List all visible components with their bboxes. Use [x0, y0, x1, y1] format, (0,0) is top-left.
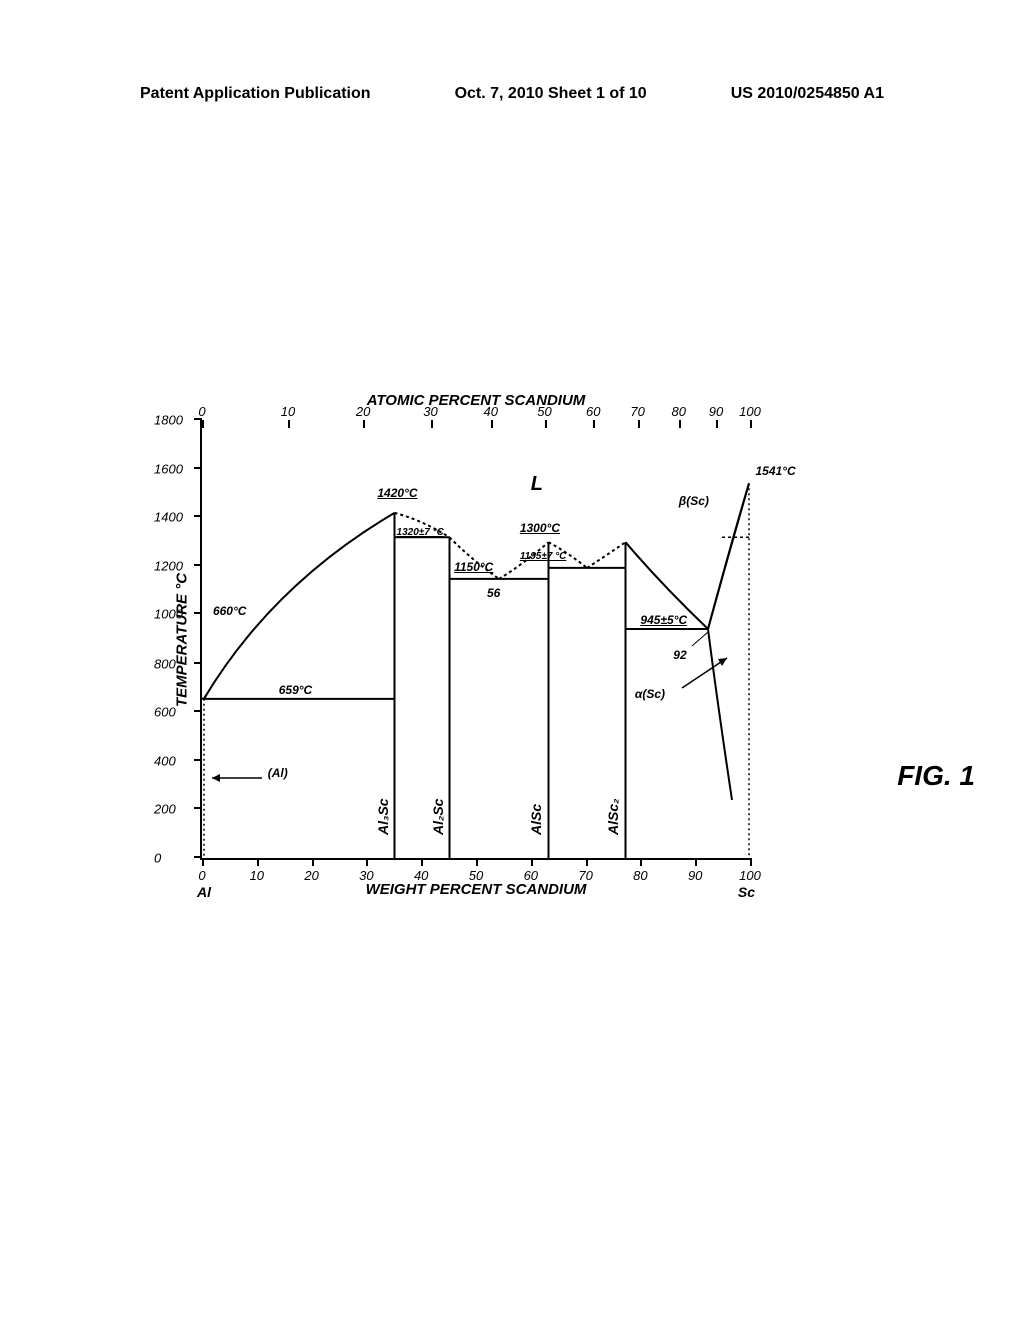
temp-1300: 1300°C [520, 521, 560, 535]
y-tick-label: 400 [154, 753, 176, 768]
compound-al3sc: Al₃Sc [375, 799, 391, 836]
y-axis-label: TEMPERATURE °C [174, 573, 191, 707]
x-tick-label: 10 [250, 868, 264, 883]
al-phase: (Al) [268, 766, 288, 780]
sc-end: Sc [738, 884, 755, 900]
y-tick-label: 1000 [154, 607, 183, 622]
y-tick [194, 515, 202, 517]
x-tick-top-label: 80 [672, 404, 686, 419]
x-tick-top-label: 100 [739, 404, 761, 419]
y-tick-label: 800 [154, 656, 176, 671]
temp-1195: 1195±7 °C [520, 551, 567, 562]
y-tick-label: 1200 [154, 558, 183, 573]
header-center: Oct. 7, 2010 Sheet 1 of 10 [455, 85, 647, 103]
al-end: Al [197, 884, 211, 900]
temp-1541: 1541°C [755, 464, 795, 478]
phase-diagram-chart: TEMPERATURE °C ATOMIC PERCENT SCANDIUM W… [130, 380, 890, 900]
y-tick-label: 0 [154, 851, 161, 866]
compound-alsc: AlSc [528, 804, 544, 835]
patent-header: Patent Application Publication Oct. 7, 2… [0, 85, 1024, 103]
x-tick-label: 60 [524, 868, 538, 883]
compound-al2sc: Al₂Sc [430, 799, 446, 835]
x-tick-label: 0 [198, 868, 205, 883]
y-tick-label: 1400 [154, 510, 183, 525]
y-tick [194, 710, 202, 712]
x-tick-label: 100 [739, 868, 761, 883]
temp-660: 660°C [213, 604, 247, 618]
y-tick [194, 856, 202, 858]
x-top-axis-label: ATOMIC PERCENT SCANDIUM [367, 392, 586, 409]
x-tick-top-label: 90 [709, 404, 723, 419]
x-axis-label: WEIGHT PERCENT SCANDIUM [366, 881, 587, 898]
y-tick [194, 807, 202, 809]
beta-sc: β(Sc) [679, 494, 709, 508]
header-right: US 2010/0254850 A1 [731, 85, 884, 103]
x-tick-label: 20 [304, 868, 318, 883]
temp-945: 945±5°C [640, 613, 687, 627]
x-tick-label: 90 [688, 868, 702, 883]
x-tick-top-label: 40 [484, 404, 498, 419]
temp-659: 659°C [279, 683, 313, 697]
y-tick [194, 564, 202, 566]
x-tick-top-label: 20 [356, 404, 370, 419]
figure-label: FIG. 1 [897, 760, 975, 792]
label-92: 92 [673, 648, 686, 662]
y-tick-label: 1600 [154, 461, 183, 476]
phase-curves [202, 420, 752, 860]
x-tick-label: 70 [578, 868, 592, 883]
x-tick-top-label: 10 [281, 404, 295, 419]
y-tick [194, 467, 202, 469]
y-tick-label: 200 [154, 802, 176, 817]
temp-1150: 1150°C [454, 560, 493, 574]
x-tick-top-label: 70 [630, 404, 644, 419]
plot-area: ATOMIC PERCENT SCANDIUM WEIGHT PERCENT S… [200, 420, 750, 860]
x-tick-label: 50 [469, 868, 483, 883]
x-tick-label: 40 [414, 868, 428, 883]
y-tick [194, 662, 202, 664]
x-tick-top-label: 30 [423, 404, 437, 419]
label-56: 56 [487, 586, 500, 600]
alpha-sc: α(Sc) [635, 687, 665, 701]
y-tick [194, 612, 202, 614]
y-tick-label: 1800 [154, 413, 183, 428]
header-left: Patent Application Publication [140, 85, 371, 103]
x-tick-top-label: 60 [586, 404, 600, 419]
temp-1420: 1420°C [377, 486, 417, 500]
compound-alsc2: AlSc₂ [605, 799, 621, 835]
x-tick-label: 80 [633, 868, 647, 883]
x-tick-top-label: 0 [198, 404, 205, 419]
liquid-label: L [531, 473, 543, 496]
y-tick-label: 600 [154, 705, 176, 720]
y-tick [194, 759, 202, 761]
x-tick-top-label: 50 [537, 404, 551, 419]
x-tick-label: 30 [359, 868, 373, 883]
temp-1320: 1320±7 °C [397, 527, 444, 538]
